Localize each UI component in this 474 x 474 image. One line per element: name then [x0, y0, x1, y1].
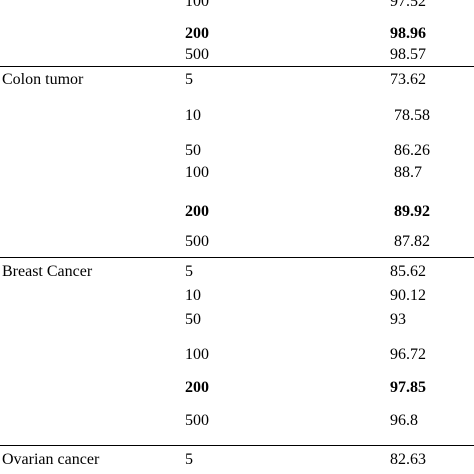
accuracy-cell: 87.82 [394, 233, 430, 250]
accuracy-cell: 96.72 [390, 346, 426, 363]
dataset-label: Ovarian cancer [2, 451, 100, 468]
accuracy-cell: 86.26 [394, 142, 430, 159]
genes-cell: 100 [185, 164, 209, 181]
accuracy-cell: 98.96 [390, 25, 426, 42]
accuracy-cell: 97.52 [390, 0, 426, 10]
genes-cell: 200 [185, 379, 209, 396]
accuracy-cell: 98.57 [390, 46, 426, 63]
genes-cell: 50 [185, 311, 201, 328]
genes-cell: 10 [185, 287, 201, 304]
dataset-label: Colon tumor [2, 71, 84, 88]
section-divider [0, 257, 474, 258]
section-divider [0, 445, 474, 446]
section-divider [0, 66, 474, 67]
accuracy-cell: 82.63 [390, 451, 426, 468]
genes-cell: 5 [185, 263, 193, 280]
accuracy-cell: 88.7 [394, 164, 422, 181]
accuracy-cell: 73.62 [390, 71, 426, 88]
genes-cell: 100 [185, 0, 209, 10]
genes-cell: 5 [185, 451, 193, 468]
accuracy-cell: 93 [390, 311, 406, 328]
accuracy-cell: 90.12 [390, 287, 426, 304]
accuracy-cell: 78.58 [394, 107, 430, 124]
accuracy-cell: 96.8 [390, 412, 418, 429]
genes-cell: 5 [185, 71, 193, 88]
genes-cell: 50 [185, 142, 201, 159]
genes-cell: 200 [185, 25, 209, 42]
accuracy-cell: 89.92 [394, 203, 430, 220]
genes-cell: 500 [185, 46, 209, 63]
genes-cell: 200 [185, 203, 209, 220]
genes-cell: 500 [185, 412, 209, 429]
genes-cell: 500 [185, 233, 209, 250]
genes-cell: 100 [185, 346, 209, 363]
accuracy-cell: 85.62 [390, 263, 426, 280]
dataset-label: Breast Cancer [2, 263, 93, 280]
genes-cell: 10 [185, 107, 201, 124]
accuracy-cell: 97.85 [390, 379, 426, 396]
